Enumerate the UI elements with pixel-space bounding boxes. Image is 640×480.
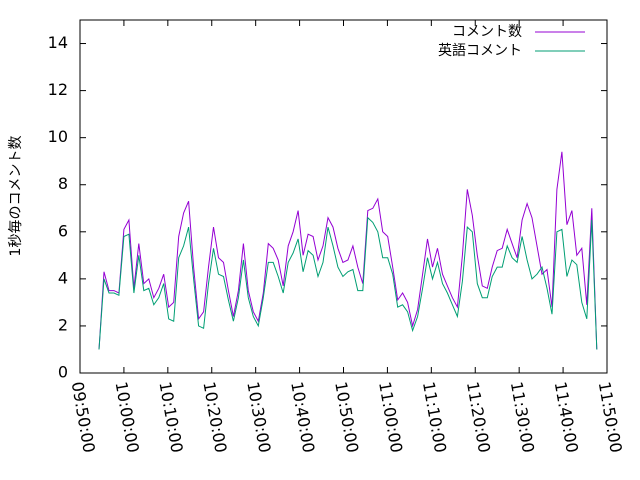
y-tick-label: 14 <box>48 33 68 52</box>
x-tick-label: 11:20:00 <box>463 380 494 454</box>
y-tick-label: 10 <box>48 127 68 146</box>
x-tick-label: 10:40:00 <box>287 380 318 454</box>
x-tick-label: 10:50:00 <box>331 380 362 454</box>
x-tick-label: 10:10:00 <box>155 380 186 454</box>
y-tick-label: 12 <box>48 80 68 99</box>
y-axis-label: 1秒毎のコメント数 <box>8 136 24 257</box>
x-tick-label: 11:30:00 <box>507 380 538 454</box>
plot-border <box>79 19 608 374</box>
x-tick-label: 11:40:00 <box>551 380 582 454</box>
series-line <box>98 151 598 350</box>
x-tick-label: 10:30:00 <box>243 380 274 454</box>
y-tick-label: 2 <box>58 315 68 334</box>
x-tick-label: 11:50:00 <box>595 380 626 454</box>
x-tick-label: 09:50:00 <box>68 380 99 454</box>
y-tick-label: 8 <box>58 174 68 193</box>
legend-label: コメント数 <box>452 24 522 40</box>
x-tick-label: 10:00:00 <box>112 380 143 454</box>
y-tick-label: 6 <box>58 221 68 240</box>
x-tick-label: 11:10:00 <box>419 380 450 454</box>
x-tick-label: 11:00:00 <box>375 380 406 454</box>
legend-label: 英語コメント <box>438 42 522 59</box>
series-line <box>98 216 598 350</box>
x-tick-label: 10:20:00 <box>199 380 230 454</box>
y-tick-label: 4 <box>58 268 68 287</box>
y-tick-label: 0 <box>58 363 68 382</box>
